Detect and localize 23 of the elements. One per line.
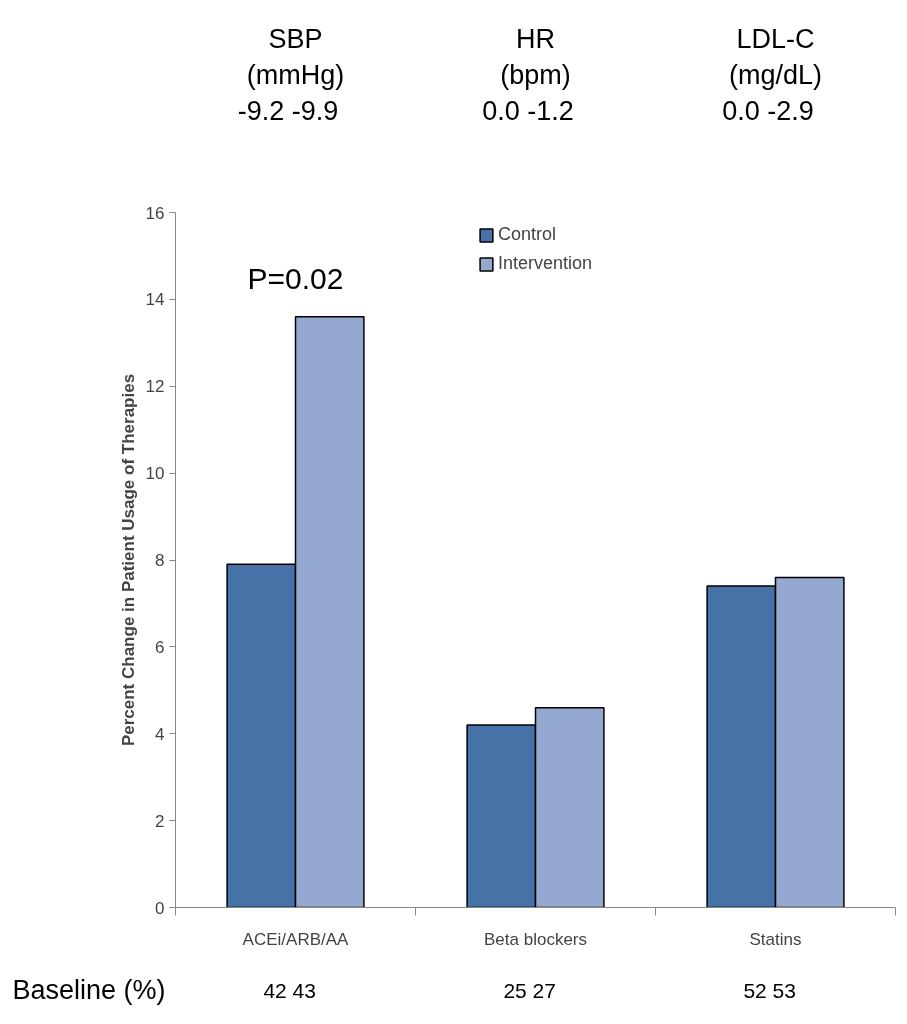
text: 52 53 <box>743 979 796 1002</box>
y-tick-label: 0 <box>155 898 165 918</box>
text: Baseline (%) <box>12 974 166 1005</box>
annotation: P=0.02 <box>247 262 344 295</box>
text: 42 43 <box>263 979 316 1002</box>
y-tick-label: 16 <box>145 203 165 223</box>
text: HR (bpm) 0.0 -1.2 <box>482 23 574 126</box>
text: SBP (mmHg) -9.2 -9.9 <box>237 23 345 126</box>
y-tick-label: 2 <box>155 811 165 831</box>
y-tick-label: 4 <box>155 724 165 744</box>
y-tick-label: 12 <box>145 377 165 397</box>
x-tick-label: Beta blockers <box>484 929 587 949</box>
x-tick-label: Statins <box>749 929 802 949</box>
x-tick-label: ACEi/ARB/AA <box>242 929 350 949</box>
text: LDL-C (mg/dL) 0.0 -2.9 <box>722 23 823 126</box>
y-tick-label: 6 <box>155 637 165 657</box>
y-tick-label: 8 <box>155 551 165 570</box>
y-tick-label: 10 <box>145 464 165 484</box>
text: 25 27 <box>503 979 556 1002</box>
legend-label: Control <box>497 224 556 245</box>
y-axis-title: Percent Change in Patient Usage of Therapies <box>118 373 138 747</box>
legend-label: Intervention <box>497 253 593 274</box>
y-tick-label: 14 <box>145 290 165 310</box>
